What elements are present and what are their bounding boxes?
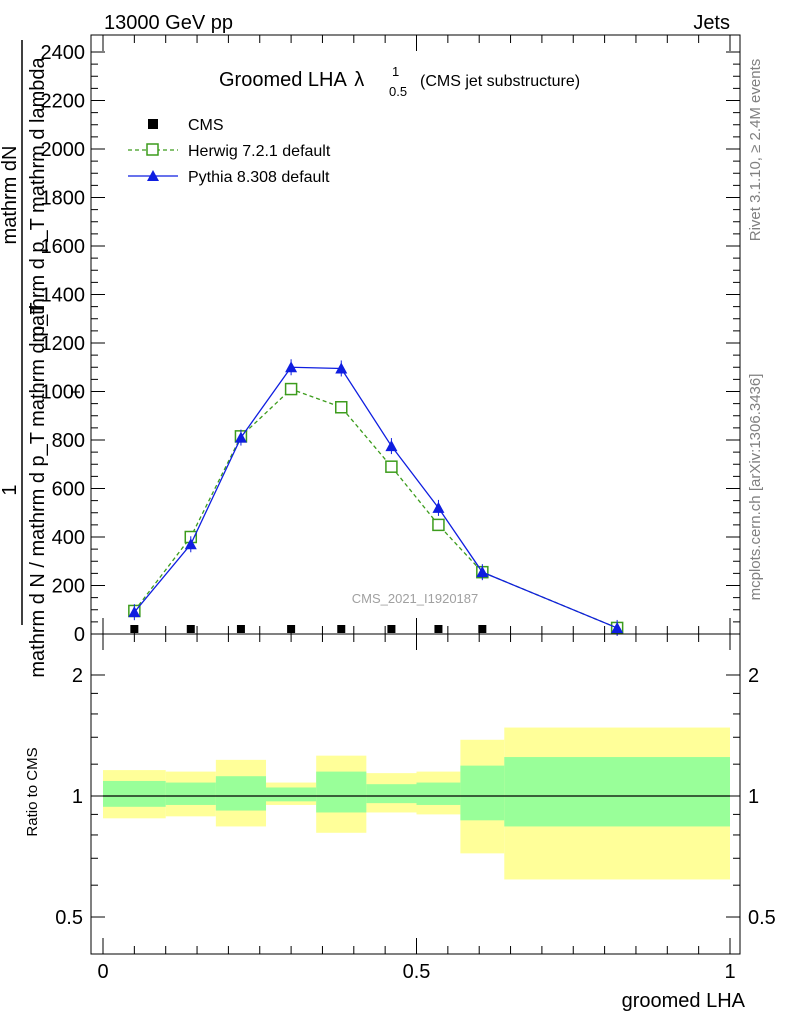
ratio-plot: 0.5 0.51 12 2 0 0.5 1 Ratio to CMS groomed LH… bbox=[24, 633, 776, 1012]
ratio-bands-layer bbox=[103, 727, 730, 880]
plot-title-text: Groomed LHA bbox=[219, 69, 347, 91]
statistical-uncertainty-band bbox=[165, 782, 216, 805]
statistical-uncertainty-band bbox=[366, 784, 417, 804]
x-tick-label: 0.5 bbox=[403, 961, 431, 983]
legend-pythia-marker bbox=[147, 170, 159, 181]
statistical-uncertainty-band bbox=[103, 780, 166, 807]
plot-title-subscript: 0.5 bbox=[389, 84, 407, 99]
ratio-x-ticks: 0 0.5 1 bbox=[97, 634, 736, 983]
pythia-point bbox=[234, 431, 247, 443]
main-y-ticks: 0 200 400 600 800 1000 1200 1400 1600 1800 2000 220… bbox=[41, 42, 740, 646]
ratio-y-tick-label-right: 2 bbox=[748, 665, 759, 687]
legend-herwig-label: Herwig 7.2.1 default bbox=[188, 143, 331, 160]
plot-title-symbol: λ bbox=[354, 69, 364, 91]
herwig-point bbox=[284, 382, 298, 396]
pythia-point bbox=[611, 621, 624, 633]
pythia-line bbox=[133, 366, 618, 629]
pythia-point bbox=[184, 538, 197, 550]
main-series-layer bbox=[128, 359, 624, 636]
ratio-y-tick-label: 2 bbox=[72, 665, 83, 687]
main-y-tick-label: 200 bbox=[52, 576, 85, 598]
pythia-point bbox=[476, 566, 489, 578]
legend-cms-label: CMS bbox=[188, 117, 224, 134]
ratio-y-tick-label: 1 bbox=[72, 786, 83, 808]
x-axis-label: groomed LHA bbox=[622, 990, 746, 1012]
main-plot: mathrm dN mathrm d p_T mathrm d lambda 1… bbox=[0, 34, 741, 678]
plot-title: Groomed LHA λ 1 0.5 (CMS jet substructur… bbox=[219, 64, 580, 99]
herwig-point bbox=[385, 460, 398, 473]
statistical-uncertainty-band bbox=[316, 771, 367, 813]
main-y-tick-label: 1200 bbox=[41, 333, 86, 355]
ratio-y-tick-label-right: 1 bbox=[748, 786, 759, 808]
pythia-point bbox=[385, 440, 398, 452]
statistical-uncertainty-band bbox=[215, 776, 267, 811]
y-label-upper: mathrm d p_T mathrm d lambda bbox=[27, 56, 49, 342]
rivet-version-label: Rivet 3.1.10, ≥ 2.4M events bbox=[747, 59, 764, 242]
y-label-numerator: mathrm dN bbox=[0, 146, 21, 245]
cms-point bbox=[130, 625, 139, 633]
pythia-point bbox=[128, 606, 141, 618]
herwig-point bbox=[432, 518, 445, 532]
mcplots-label: mcplots.cern.ch [arXiv:1306.3436] bbox=[747, 374, 764, 601]
statistical-uncertainty-band bbox=[460, 765, 505, 821]
main-y-axis-label: mathrm dN mathrm d p_T mathrm d lambda 1… bbox=[0, 40, 83, 678]
main-y-tick-label: 0 bbox=[74, 624, 85, 646]
plot-title-superscript: 1 bbox=[392, 64, 399, 79]
ratio-y-axis-label: Ratio to CMS bbox=[24, 747, 41, 836]
analysis-watermark: CMS_2021_I1920187 bbox=[352, 591, 479, 606]
main-y-tick-label: 2400 bbox=[41, 42, 86, 64]
svg-text:Groomed LHA λ: Groomed LHA λ bbox=[219, 69, 364, 91]
x-tick-label: 0 bbox=[97, 961, 108, 983]
cms-point bbox=[434, 625, 443, 633]
header-category-label: Jets bbox=[693, 12, 730, 34]
y-label-lower-prefix: 1 bbox=[0, 484, 21, 495]
main-y-tick-label: 400 bbox=[52, 527, 85, 549]
cms-point bbox=[387, 625, 396, 633]
cms-point bbox=[287, 625, 296, 633]
x-tick-label: 1 bbox=[724, 961, 735, 983]
y-label-lower: mathrm d N / mathrm d p_T mathrm d p_T bbox=[27, 302, 49, 677]
main-y-tick-label: 1600 bbox=[41, 236, 86, 258]
legend: CMS Herwig 7.2.1 default Pythia 8.308 de… bbox=[128, 117, 331, 186]
main-y-tick-label: 1800 bbox=[41, 188, 86, 210]
y-label-lower-subscript: T bbox=[68, 388, 83, 396]
legend-entry-herwig: Herwig 7.2.1 default bbox=[128, 143, 331, 160]
legend-entry-pythia: Pythia 8.308 default bbox=[128, 169, 330, 186]
main-y-tick-label: 800 bbox=[52, 430, 85, 452]
main-y-tick-label: 1000 bbox=[41, 382, 86, 404]
plot-subtitle: (CMS jet substructure) bbox=[420, 73, 580, 90]
legend-pythia-label: Pythia 8.308 default bbox=[188, 169, 330, 186]
ratio-y-tick-label-right: 0.5 bbox=[748, 907, 776, 929]
cms-point bbox=[478, 625, 487, 633]
pythia-point bbox=[285, 361, 298, 373]
main-y-tick-label: 1400 bbox=[41, 285, 86, 307]
statistical-uncertainty-band bbox=[416, 782, 461, 805]
ratio-y-ticks: 0.5 0.5 1 1 2 2 bbox=[55, 665, 776, 929]
herwig-point bbox=[335, 401, 348, 414]
legend-entry-cms: CMS bbox=[148, 117, 224, 134]
main-x-ticks bbox=[102, 35, 731, 634]
pythia-point bbox=[432, 501, 445, 513]
legend-cms-marker bbox=[148, 119, 158, 129]
statistical-uncertainty-band bbox=[266, 787, 317, 802]
statistical-uncertainty-band bbox=[504, 757, 730, 827]
header-collision-label: 13000 GeV pp bbox=[104, 12, 233, 34]
main-y-tick-label: 600 bbox=[52, 479, 85, 501]
cms-point bbox=[337, 625, 346, 633]
cms-point bbox=[186, 625, 195, 633]
main-y-tick-label: 2200 bbox=[41, 91, 86, 113]
legend-herwig-marker bbox=[146, 143, 159, 156]
pythia-point bbox=[335, 362, 348, 374]
cms-point bbox=[236, 625, 245, 633]
ratio-plot-frame bbox=[90, 633, 741, 955]
main-y-tick-label: 2000 bbox=[41, 139, 86, 161]
ratio-y-tick-label: 0.5 bbox=[55, 907, 83, 929]
